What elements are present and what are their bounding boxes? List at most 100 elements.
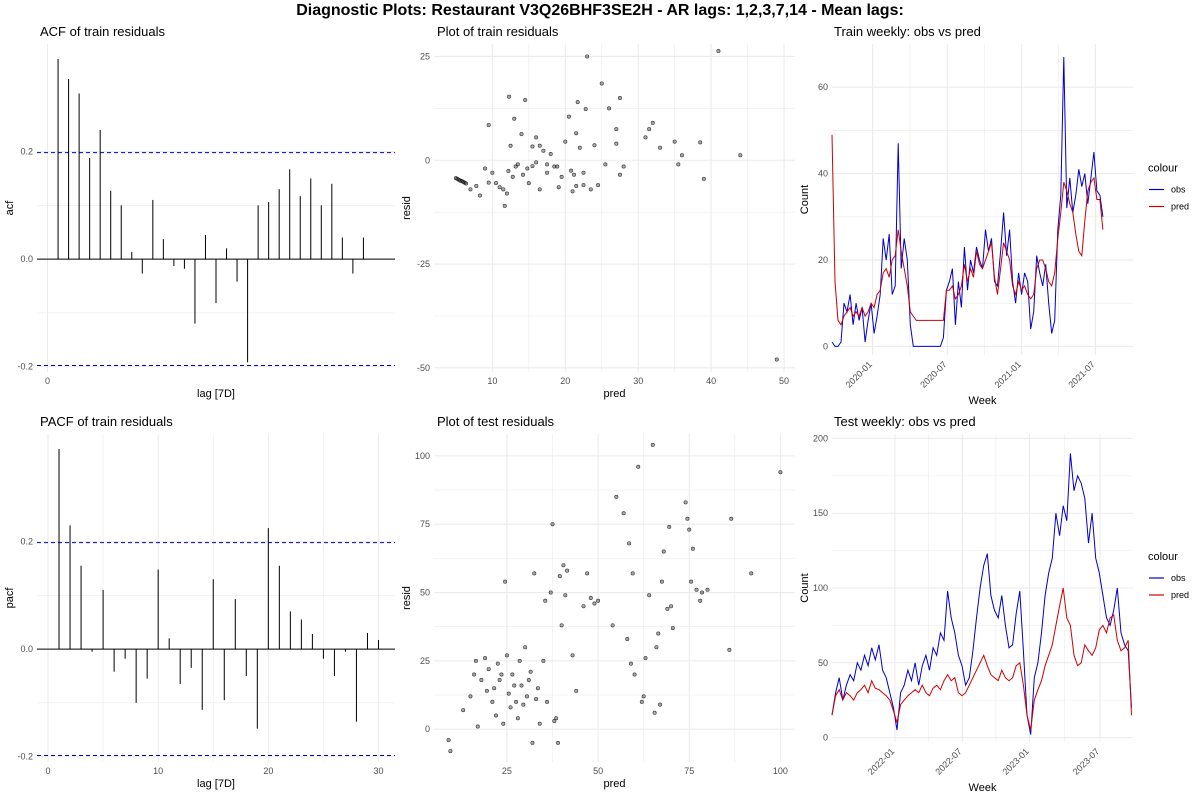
point xyxy=(639,699,644,704)
point xyxy=(508,705,513,710)
point xyxy=(554,716,559,721)
point xyxy=(475,724,480,729)
test-resid-panel: Plot of test residuals 0 25 50 75 100 25 50 75 10… xyxy=(401,414,795,790)
point xyxy=(561,563,566,568)
point xyxy=(596,183,601,188)
point xyxy=(501,721,506,726)
test-resid-title: Plot of test residuals xyxy=(437,414,555,429)
point xyxy=(698,598,703,603)
y-tick-label: 100 xyxy=(415,451,430,461)
x-axis-label: pred xyxy=(603,388,625,400)
x-tick-label: 20 xyxy=(263,766,273,776)
point xyxy=(628,661,633,666)
test-weekly-legend: colour obs pred xyxy=(1148,551,1189,600)
point xyxy=(555,164,560,169)
point xyxy=(627,541,632,546)
point xyxy=(643,135,648,140)
point xyxy=(665,606,670,611)
point xyxy=(603,162,608,167)
point xyxy=(526,181,531,186)
y-tick-label: 40 xyxy=(818,169,828,179)
series-line-obs xyxy=(831,453,1132,735)
point xyxy=(738,153,743,158)
point xyxy=(524,694,529,699)
point xyxy=(647,593,652,598)
point xyxy=(588,595,593,600)
point xyxy=(534,160,539,165)
point xyxy=(541,658,546,663)
point xyxy=(477,193,482,198)
series-line-obs xyxy=(831,56,1104,347)
point xyxy=(552,718,557,723)
point xyxy=(530,740,535,745)
x-tick-label: 50 xyxy=(779,376,789,386)
y-tick-label: 0 xyxy=(425,724,430,734)
x-tick-label: 10 xyxy=(487,376,497,386)
point xyxy=(727,647,732,652)
point xyxy=(667,524,672,529)
x-tick-label: 30 xyxy=(373,766,383,776)
point xyxy=(676,162,681,167)
point xyxy=(698,140,703,145)
point xyxy=(514,699,519,704)
point xyxy=(641,694,646,699)
y-axis-label: Count xyxy=(799,573,811,602)
pacf-panel: PACF of train residuals -0.2 0.0 0.2 0 10 20 30… xyxy=(4,414,395,790)
point xyxy=(493,713,498,718)
point xyxy=(572,172,577,177)
point xyxy=(575,100,580,105)
point xyxy=(468,187,473,192)
y-tick-label: -0.2 xyxy=(17,362,33,372)
point xyxy=(461,708,466,713)
y-tick-label: 0.0 xyxy=(20,644,33,654)
x-axis-label: lag [7D] xyxy=(197,388,235,400)
point xyxy=(548,152,553,157)
point xyxy=(545,162,550,167)
point xyxy=(534,135,539,140)
point xyxy=(574,131,579,136)
point xyxy=(683,500,688,505)
point xyxy=(492,686,497,691)
point xyxy=(468,694,473,699)
legend-label-pred: pred xyxy=(1171,202,1189,212)
x-tick-label: 10 xyxy=(153,766,163,776)
point xyxy=(483,166,488,171)
point xyxy=(617,172,622,177)
point xyxy=(701,176,706,181)
point xyxy=(510,174,515,179)
y-axis-label: acf xyxy=(4,200,16,216)
point xyxy=(749,571,754,576)
point xyxy=(661,549,666,554)
point xyxy=(532,571,537,576)
y-tick-label: 20 xyxy=(818,255,828,265)
point xyxy=(506,691,511,696)
point xyxy=(705,587,710,592)
point xyxy=(700,590,705,595)
point xyxy=(472,672,477,677)
point xyxy=(490,170,495,175)
x-tick-label: 2023-01 xyxy=(1000,746,1030,776)
point xyxy=(484,688,489,693)
point xyxy=(636,464,641,469)
point xyxy=(530,164,535,169)
point xyxy=(581,604,586,609)
point xyxy=(570,653,575,658)
x-tick-label: 2021-07 xyxy=(1066,359,1096,389)
y-tick-label: 0.0 xyxy=(20,254,33,264)
point xyxy=(694,587,699,592)
point xyxy=(545,699,550,704)
point xyxy=(669,604,674,609)
x-axis-label: Week xyxy=(969,395,997,407)
point xyxy=(486,180,491,185)
point xyxy=(512,116,517,121)
y-tick-label: 150 xyxy=(813,508,828,518)
test-weekly-title: Test weekly: obs vs pred xyxy=(834,414,976,429)
y-tick-label: 60 xyxy=(818,82,828,92)
point xyxy=(548,590,553,595)
point xyxy=(525,166,530,171)
point xyxy=(596,598,601,603)
x-axis-label: lag [7D] xyxy=(197,778,235,790)
point xyxy=(581,183,586,188)
point xyxy=(502,203,507,208)
